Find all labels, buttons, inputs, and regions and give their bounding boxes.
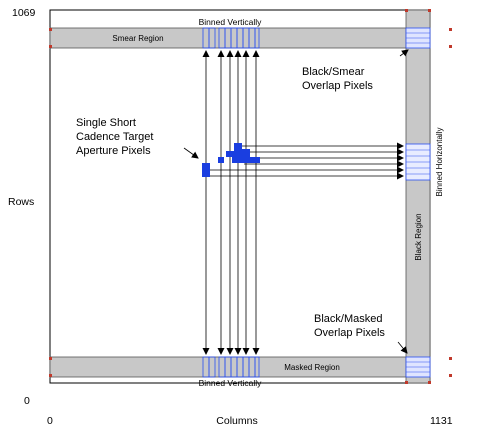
black-smear-callout-line-1: Black/Smear	[302, 66, 365, 78]
black-smear-overlap-pixels	[405, 27, 431, 49]
black-region-label: Black Region	[414, 213, 423, 260]
target-callout-line-2: Cadence Target	[76, 131, 153, 143]
vertical-binning-arrows	[202, 50, 260, 355]
x-axis-max-label: 1131	[430, 415, 453, 427]
black-masked-overlap-pixels	[405, 356, 431, 378]
masked-region	[49, 356, 431, 378]
horizontal-binning-arrows	[210, 142, 404, 180]
masked-region-label: Masked Region	[284, 363, 340, 372]
black-masked-callout-line-1: Black/Masked	[314, 313, 382, 325]
binned-vertically-bottom-label: Binned Vertically	[199, 378, 263, 388]
black-masked-callout-text: Black/Masked Overlap Pixels	[314, 313, 385, 339]
binned-horizontally-cells	[405, 143, 431, 181]
smear-region	[49, 27, 431, 49]
binned-vertically-bottom-cells	[202, 356, 260, 378]
corner-markers	[49, 9, 452, 384]
black-smear-callout-line-2: Overlap Pixels	[302, 80, 373, 92]
x-axis-title: Columns	[216, 415, 257, 427]
x-axis-min-label: 0	[47, 415, 53, 427]
black-region	[405, 9, 431, 384]
binned-vertically-top-cells	[202, 27, 260, 49]
y-axis-title: Rows	[8, 196, 34, 208]
y-axis-max-label: 1069	[12, 7, 36, 19]
black-masked-callout-arrow	[397, 341, 408, 354]
ccd-frame	[49, 9, 431, 384]
binned-vertically-top-label: Binned Vertically	[199, 17, 263, 27]
black-masked-callout-line-2: Overlap Pixels	[314, 327, 385, 339]
black-smear-callout-text: Black/Smear Overlap Pixels	[302, 66, 373, 92]
target-callout-line-3: Aperture Pixels	[76, 145, 151, 157]
binned-horizontally-label: Binned Horizontally	[435, 128, 444, 197]
target-aperture-pixels	[202, 143, 260, 177]
target-callout-text: Single Short Cadence Target Aperture Pix…	[76, 117, 153, 157]
y-axis-min-label: 0	[24, 395, 30, 407]
target-callout-arrow	[183, 147, 199, 159]
smear-region-label: Smear Region	[112, 34, 163, 43]
target-callout-line-1: Single Short	[76, 117, 136, 129]
black-smear-callout-arrow	[399, 49, 409, 57]
